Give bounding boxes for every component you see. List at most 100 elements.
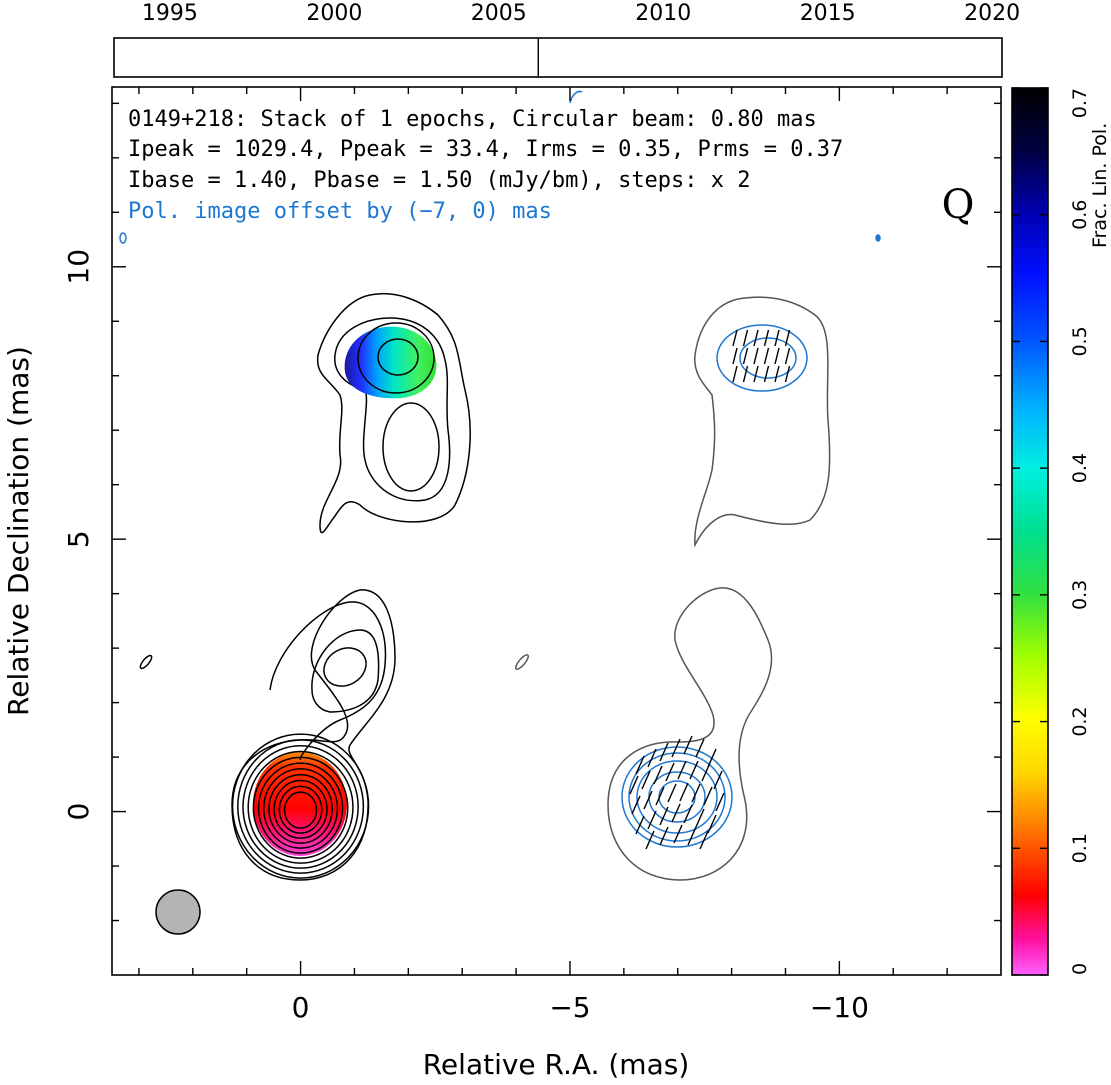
stokes-i-core-contour [257,762,344,854]
evpa-vector [665,762,675,782]
evpa-vector [645,830,655,850]
stokes-i-outer-contour-south [231,589,396,881]
evpa-vector [647,810,657,830]
y-tick-label: 5 [62,530,95,548]
evpa-vector [635,815,645,835]
timeline-year-label: 2015 [800,1,856,26]
evpa-vector [673,824,683,844]
stokes-i-core-contour [273,779,328,839]
stokes-i-contour-jet-2 [269,601,387,761]
evpa-vector [763,329,770,347]
timeline-year-label: 2000 [306,1,362,26]
colorbar: 0 0.1 0.2 0.3 0.4 0.5 0.6 0.7 Frac. Lin. Pol. [1011,87,1111,976]
stokes-i-isolated-contour [139,654,153,670]
stokes-i-contour-jet-4 [323,647,367,687]
evpa-vector [683,804,693,824]
evpa-vector [687,826,697,846]
evpa-vector [671,738,681,758]
evpa-vector [753,329,759,347]
evpa-vector [742,365,749,383]
colorbar-tick-label: 0.2 [1069,706,1091,736]
evpa-vector [659,826,669,846]
stokes-i-outer-contour-north [316,293,471,534]
stokes-i-core-contour [278,785,323,834]
pol-p-isolated-contour-left [119,232,127,244]
evpa-vector [629,775,639,795]
timeline-year-label: 2010 [635,1,691,26]
evpa-vector [659,742,669,762]
evpa-vector [699,830,709,850]
timeline-year-label: 1995 [142,1,198,26]
evpa-vector [753,347,759,365]
evpa-vector [753,365,759,383]
stokes-i-core-contour [268,773,333,844]
pol-p-contours-north [716,324,808,392]
info-line-4: Pol. image offset by (−7, 0) mas [128,199,552,224]
evpa-vector [631,795,641,815]
stokes-i-core-contour [242,744,359,869]
evpa-vector [677,760,687,780]
evpa-vector [784,329,791,347]
colorbar-frame [1011,87,1049,976]
evpa-vector [784,347,791,365]
plot-frame [111,86,1002,976]
colorbar-tick-label: 0.3 [1069,580,1091,610]
plot-area [119,90,881,935]
pol-i-isolated-contour [515,654,529,670]
x-tick-labels: 0 −5 −10 [292,991,869,1024]
evpa-vector [691,783,701,803]
y-tick-label: 0 [62,803,95,821]
timeline-year-label: 2020 [964,1,1020,26]
stokes-i-contour-north-4 [377,338,419,376]
stokes-i-contour-north-3 [357,322,435,394]
timeline: 1995 2000 2005 2010 2015 2020 [113,1,1020,78]
evpa-vectors-south [629,735,725,850]
beam-ellipse [155,889,201,935]
evpa-vector [671,803,681,823]
evpa-vector [732,329,738,347]
evpa-vector [732,365,738,383]
evpa-vector [732,347,738,365]
x-tick-label: −10 [810,991,869,1024]
pol-p-isolated-contour-right [875,234,881,242]
evpa-vector [641,770,651,790]
stokes-i-core-contour [283,791,318,829]
band-label: Q [942,182,975,228]
pol-i-contour-south [607,587,773,881]
colorbar-tick-label: 0.1 [1069,833,1091,863]
info-line-1: 0149+218: Stack of 1 epochs, Circular be… [128,107,817,132]
evpa-vector [763,347,770,365]
evpa-vector [774,347,780,365]
colorbar-gradient [1012,88,1048,975]
colorbar-tick-label: 0 [1069,963,1091,975]
evpa-vector [695,738,705,758]
evpa-vector [784,365,791,383]
evpa-vector [713,770,723,790]
colorbar-label: Frac. Lin. Pol. [1089,123,1111,248]
stokes-i-core-contour [263,768,339,849]
info-line-3: Ibase = 1.40, Pbase = 1.50 (mJy/bm), ste… [128,168,751,193]
evpa-vector [742,329,749,347]
polarization-panel [119,90,881,881]
pol-p-contours-south [621,746,733,848]
x-tick-label: 0 [292,991,310,1024]
evpa-vector [763,365,770,383]
core-frac-pol-fill [253,752,347,856]
evpa-vector [707,814,717,834]
y-axis-label: Relative Declination (mas) [2,346,35,716]
evpa-vector [774,365,780,383]
evpa-vector [647,748,657,768]
core-contours [231,733,370,879]
evpa-vectors-north [732,329,791,383]
evpa-vector [683,735,693,755]
stokes-i-contour-jet-3 [311,629,380,713]
x-tick-label: −5 [549,991,590,1024]
x-axis-label: Relative R.A. (mas) [423,1048,690,1081]
colorbar-tick-label: 0.7 [1069,88,1091,118]
colorbar-tick-label: 0.4 [1069,453,1091,483]
evpa-vector [715,792,725,812]
axis-ticks [112,87,1001,975]
y-tick-labels: 0 5 10 [62,249,95,821]
stokes-i-panel [139,293,471,881]
